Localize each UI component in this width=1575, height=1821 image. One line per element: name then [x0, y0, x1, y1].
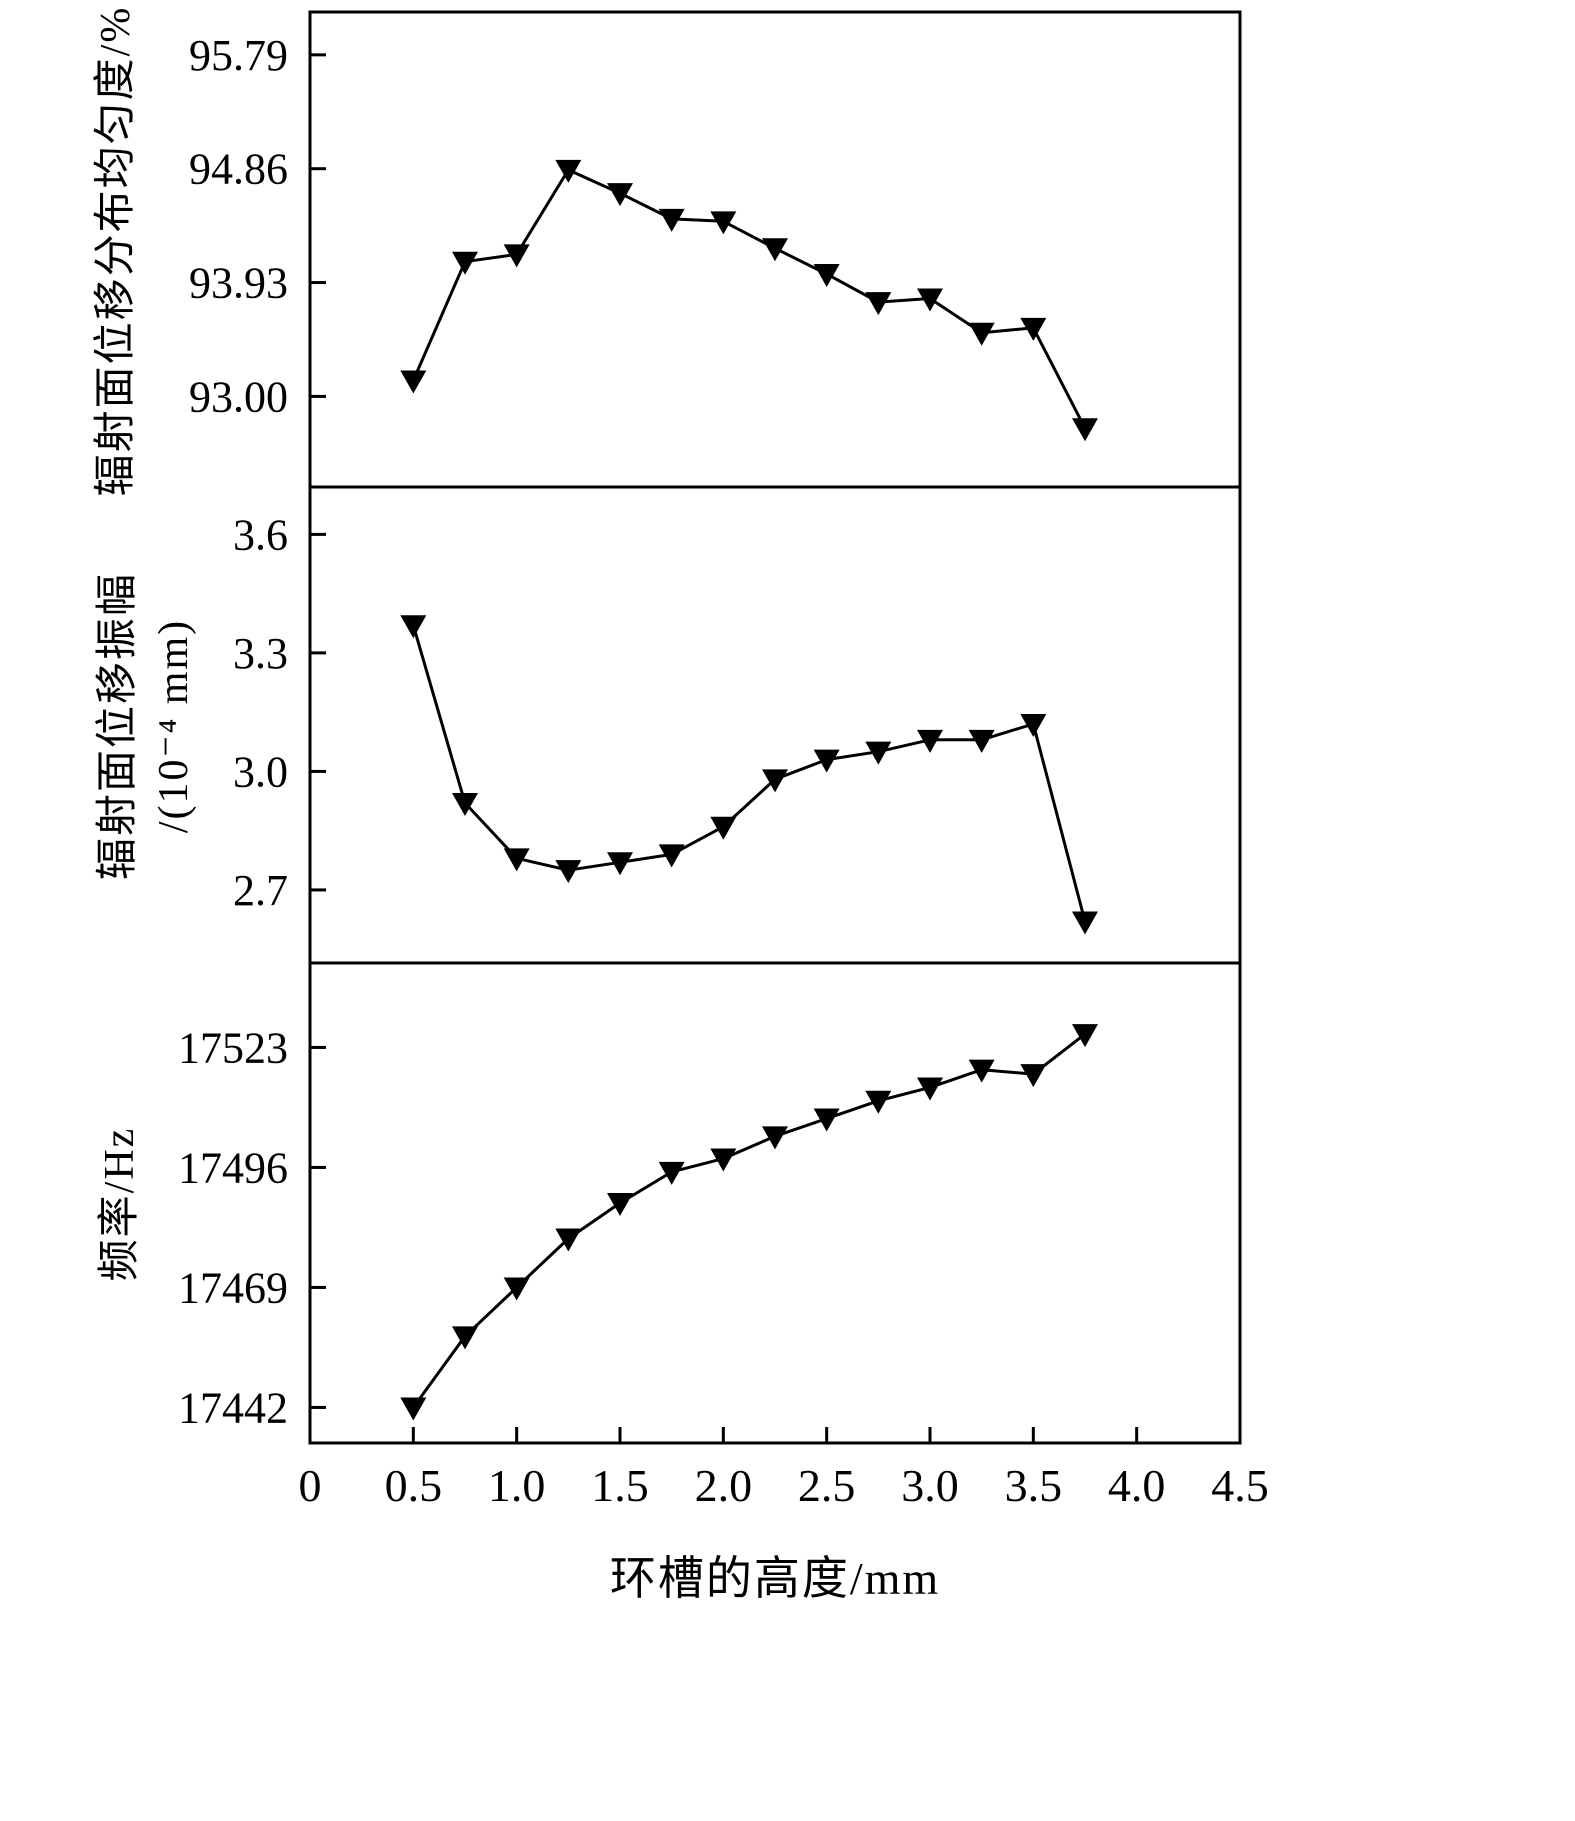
x-tick-label: 1.5 [591, 1460, 649, 1511]
data-point-marker [813, 263, 840, 287]
panel-3-frame [308, 961, 1242, 1445]
data-point-marker [813, 749, 840, 773]
data-point-marker [658, 1161, 685, 1185]
x-tick-label: 0 [299, 1460, 322, 1511]
data-point-marker [917, 1077, 943, 1101]
data-point-marker [400, 615, 427, 639]
data-point-marker [710, 1148, 737, 1172]
data-point-marker [658, 208, 685, 232]
x-tick-label: 3.0 [901, 1460, 959, 1511]
data-point-marker [555, 159, 582, 183]
x-axis-title: 环槽的高度/mm [609, 1553, 941, 1604]
panel-2-frame [308, 485, 1242, 965]
data-point-marker [917, 729, 943, 753]
x-tick-label: 2.0 [695, 1460, 753, 1511]
y-axis-title-panel-3: 频率/Hz [97, 1126, 143, 1282]
data-point-marker [865, 292, 892, 316]
data-point-marker [555, 860, 582, 884]
data-point-marker [813, 1108, 840, 1132]
y-tick-label: 95.79 [189, 31, 288, 80]
y-tick-label: 93.93 [189, 259, 288, 308]
y-axis-title-panel-2-line-1: 辐射面位移振幅 [95, 572, 141, 881]
data-point-marker [1020, 1064, 1047, 1088]
y-tick-label: 17469 [178, 1263, 288, 1312]
data-point-marker [555, 1228, 582, 1252]
x-tick-label: 2.5 [798, 1460, 856, 1511]
series-line [412, 1032, 1086, 1409]
data-point-marker [1072, 418, 1098, 442]
data-point-marker [762, 1126, 788, 1150]
data-point-marker [503, 1277, 530, 1301]
y-axis-title-panel-1: 辐射面位移分布均匀度/% [93, 5, 139, 497]
x-tick-label: 3.5 [1005, 1460, 1063, 1511]
panel-1: 93.00 93.93 94.86 95.79 [189, 10, 1242, 489]
data-point-marker [865, 741, 892, 765]
x-tick-label: 1.0 [488, 1460, 546, 1511]
data-point-marker [503, 244, 530, 268]
panel-2: 2.7 3.0 3.3 3.6 [233, 485, 1242, 965]
data-point-marker [865, 1090, 892, 1114]
y-tick-label: 3.6 [233, 510, 288, 559]
y-tick-label: 94.86 [189, 145, 288, 194]
data-point-marker [1072, 911, 1098, 935]
data-point-marker [1072, 1024, 1098, 1048]
y-axis-title-panel-2-line-2: /(10⁻⁴ mm) [151, 618, 197, 834]
data-point-marker [710, 211, 737, 235]
y-tick-label: 3.0 [233, 747, 288, 796]
data-point-marker [452, 1326, 478, 1350]
data-point-marker [400, 370, 427, 394]
data-point-marker [400, 1397, 427, 1421]
series-line [411, 624, 1087, 922]
x-tick-label: 4.0 [1108, 1460, 1166, 1511]
data-point-marker [607, 1193, 633, 1216]
y-tick-label: 17442 [178, 1383, 288, 1432]
y-tick-label: 93.00 [189, 372, 288, 421]
data-point-marker [1020, 317, 1047, 341]
data-point-marker [968, 729, 995, 753]
data-point-marker [710, 816, 737, 840]
data-point-marker [968, 322, 995, 346]
data-point-marker [917, 288, 943, 312]
data-point-marker [452, 251, 478, 275]
data-point-marker [503, 848, 530, 872]
data-point-marker [452, 793, 478, 817]
x-axis: 0 0.5 1.0 1.5 2.0 2.5 3.0 3.5 4.0 4.5 [299, 1427, 1269, 1511]
data-point-marker [658, 844, 685, 868]
data-point-marker [968, 1059, 995, 1083]
x-tick-label: 4.5 [1211, 1460, 1269, 1511]
y-tick-label: 17523 [178, 1023, 288, 1072]
y-tick-label: 17496 [178, 1143, 288, 1192]
panel-3: 17442 17469 17496 17523 [178, 961, 1242, 1445]
data-point-marker [607, 183, 633, 207]
data-point-marker [762, 769, 788, 793]
data-point-marker [607, 852, 633, 876]
x-tick-label: 0.5 [385, 1460, 443, 1511]
series-line [411, 168, 1087, 429]
y-tick-label: 3.3 [233, 629, 288, 678]
data-point-marker [762, 238, 788, 262]
data-point-marker [1020, 714, 1047, 738]
y-tick-label: 2.7 [233, 866, 288, 915]
